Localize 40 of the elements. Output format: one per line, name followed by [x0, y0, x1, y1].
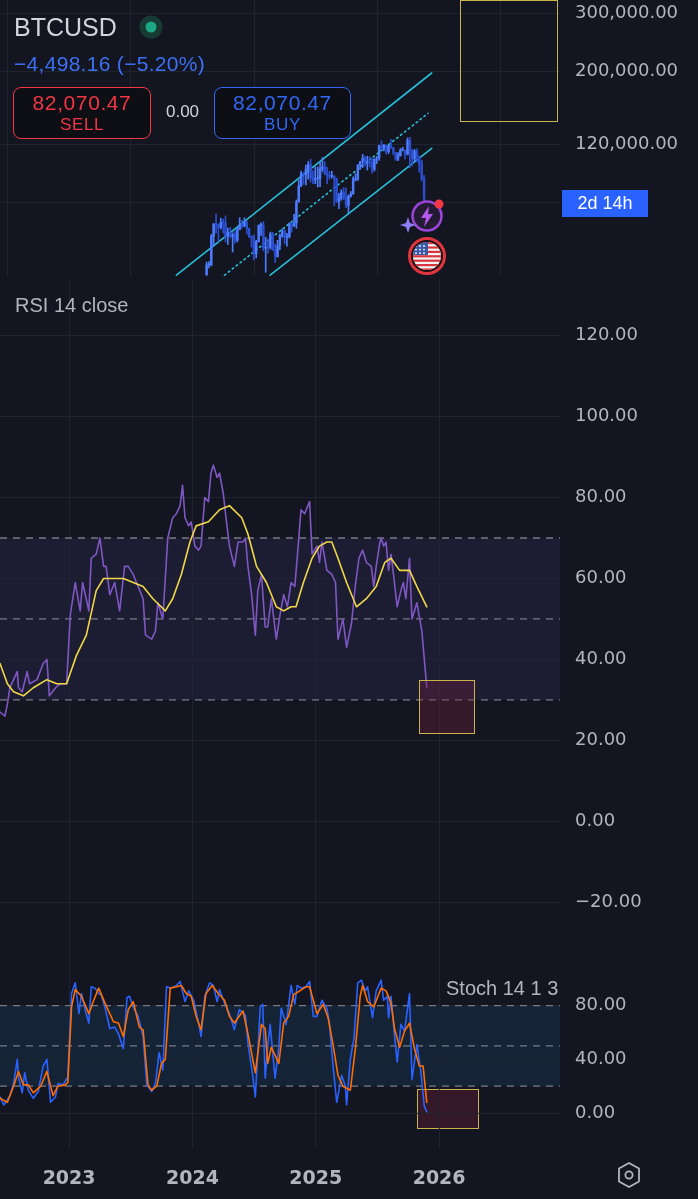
y-tick-label: 40.00: [575, 647, 627, 669]
x-tick-label: 2023: [42, 1166, 96, 1189]
text: 2d 14h: [562, 190, 648, 217]
y-tick-label: 20.00: [575, 728, 627, 750]
y-tick-label: 100.00: [575, 404, 638, 426]
text: RSI 14 close: [14, 293, 130, 318]
text: BTCUSD: [14, 12, 117, 42]
annotation: SELL: [60, 115, 104, 135]
x-tick-label: 2024: [165, 1166, 219, 1189]
annotation: 0.00: [164, 101, 201, 123]
x-tick-label: 2026: [412, 1166, 466, 1189]
candlestick: [314, 166, 317, 185]
y-tick-label: 80.00: [575, 993, 627, 1015]
candlestick: [399, 148, 402, 157]
candlestick: [347, 194, 350, 214]
text: −4,498.16 (−5.20%): [14, 51, 206, 77]
sell-button: 82,070.47 SELL: [13, 87, 151, 139]
x-tick-label: 2025: [289, 1166, 343, 1189]
y-tick-label: 300,000.00: [575, 1, 679, 23]
candlestick: [205, 261, 208, 276]
annotation: BUY: [264, 115, 301, 135]
candlestick: [333, 175, 336, 207]
candlestick: [290, 222, 293, 233]
buy-button: 82,070.47 BUY: [214, 87, 351, 139]
candlestick: [406, 137, 409, 156]
y-tick-label: 120,000.00: [575, 132, 679, 154]
y-tick-label: −20.00: [575, 889, 642, 911]
annotation: 82,070.47: [32, 91, 132, 115]
candlestick: [224, 215, 227, 243]
text: Stoch 14 1 3: [445, 976, 560, 1001]
candlestick: [335, 177, 338, 203]
y-tick-label: 0.00: [575, 1100, 616, 1122]
y-tick-label: 80.00: [575, 485, 627, 507]
y-tick-label: 60.00: [575, 566, 627, 588]
y-tick-label: 200,000.00: [575, 59, 679, 81]
candlestick: [401, 146, 404, 152]
y-tick-label: 120.00: [575, 323, 638, 345]
y-tick-label: 0.00: [575, 808, 616, 830]
y-tick-label: 40.00: [575, 1047, 627, 1069]
annotation: 82,070.47: [233, 91, 332, 115]
